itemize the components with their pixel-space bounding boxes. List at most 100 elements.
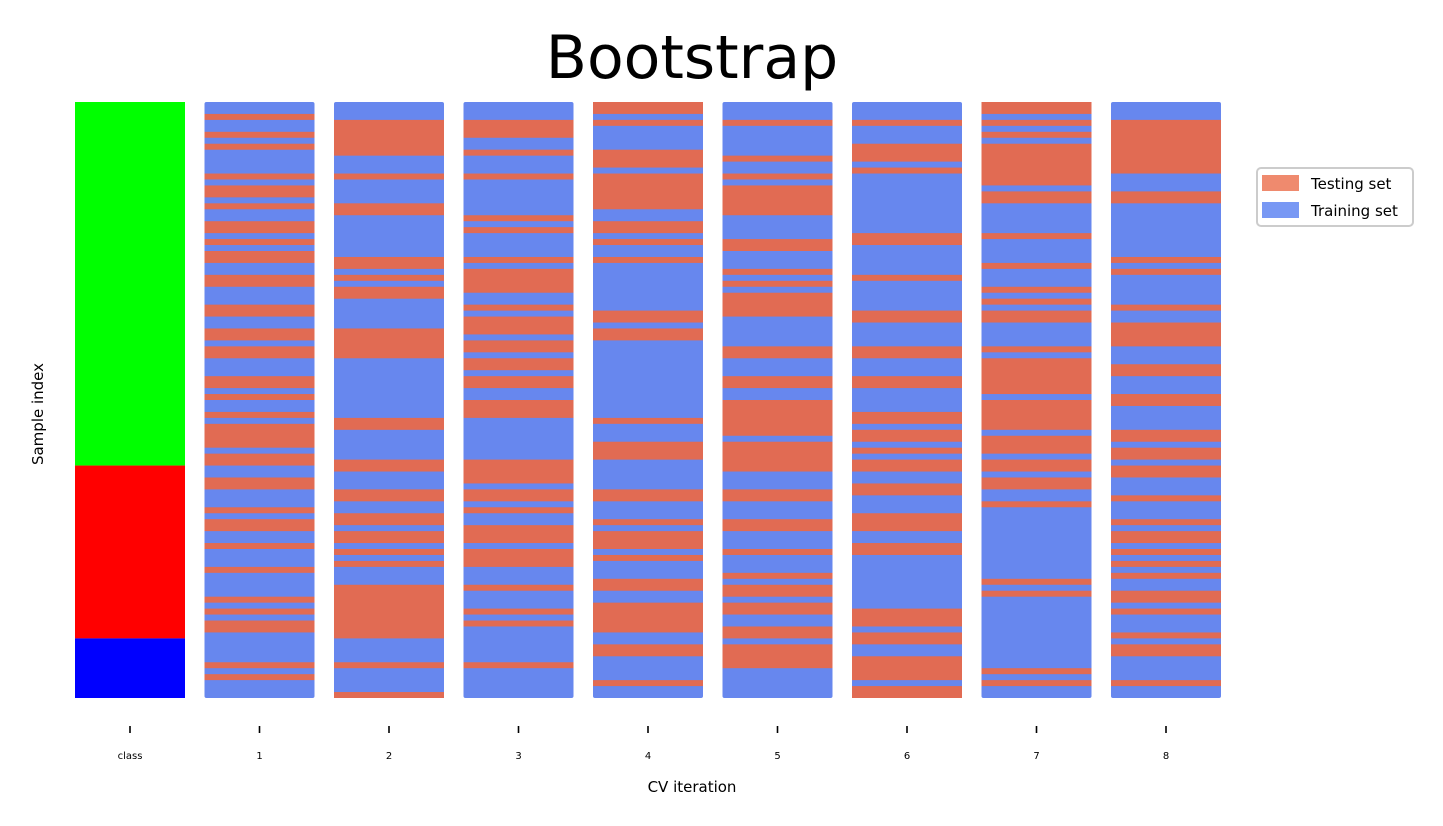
testing-band — [722, 268, 833, 275]
x-tick-label: 2 — [386, 751, 392, 762]
x-tick-label: 7 — [1033, 751, 1039, 762]
class-segment-2 — [75, 638, 185, 698]
testing-band — [204, 674, 315, 681]
testing-band — [204, 239, 315, 246]
testing-band — [852, 459, 962, 472]
testing-band — [204, 376, 315, 389]
class-segment-1 — [75, 465, 185, 639]
testing-band — [593, 489, 703, 502]
testing-band — [463, 173, 574, 180]
x-tick-label: 1 — [256, 751, 262, 762]
testing-band — [204, 477, 315, 490]
plot-area — [75, 102, 1221, 698]
testing-band — [1111, 364, 1221, 377]
testing-band — [463, 525, 574, 544]
testing-band — [334, 274, 444, 281]
testing-band — [981, 298, 1092, 305]
testing-band — [593, 417, 703, 424]
legend-swatch-training — [1262, 202, 1299, 218]
testing-band — [463, 459, 574, 484]
testing-band — [852, 656, 962, 681]
testing-band — [1111, 394, 1221, 406]
testing-band — [852, 310, 962, 323]
testing-band — [981, 191, 1092, 204]
testing-band — [204, 519, 315, 532]
testing-band — [852, 632, 962, 645]
testing-band — [852, 167, 962, 174]
testing-band — [463, 608, 574, 615]
testing-band — [204, 453, 315, 466]
testing-band — [593, 441, 703, 460]
testing-band — [722, 602, 833, 615]
testing-band — [852, 119, 962, 126]
testing-band — [852, 608, 962, 627]
testing-band — [981, 477, 1092, 490]
testing-band — [334, 584, 444, 639]
testing-band — [981, 119, 1092, 126]
testing-band — [981, 262, 1092, 269]
testing-band — [722, 292, 833, 317]
testing-band — [204, 566, 315, 573]
testing-band — [593, 644, 703, 657]
testing-band — [1111, 632, 1221, 639]
testing-band — [204, 251, 315, 263]
testing-band — [722, 173, 833, 180]
testing-band — [852, 429, 962, 442]
testing-band — [334, 560, 444, 567]
testing-band — [722, 519, 833, 532]
testing-band — [1111, 519, 1221, 526]
testing-band — [1111, 256, 1221, 263]
testing-band — [981, 358, 1092, 395]
testing-band — [463, 340, 574, 353]
x-tick-label: 5 — [774, 751, 780, 762]
testing-band — [981, 310, 1092, 323]
testing-band — [334, 328, 444, 359]
testing-band — [593, 310, 703, 323]
testing-band — [852, 346, 962, 359]
testing-band — [334, 489, 444, 502]
testing-band — [722, 572, 833, 579]
testing-band — [722, 346, 833, 359]
testing-band — [463, 304, 574, 311]
testing-band — [852, 274, 962, 281]
class-segment-0 — [75, 102, 185, 466]
x-axis-ticks: class 1 2 3 4 5 6 7 8 — [118, 726, 1169, 762]
testing-band — [1111, 608, 1221, 615]
testing-band — [463, 256, 574, 263]
testing-band — [593, 602, 703, 633]
testing-band — [463, 227, 574, 234]
legend-swatch-testing — [1262, 175, 1299, 191]
x-tick-label: 8 — [1163, 751, 1169, 762]
testing-band — [334, 459, 444, 472]
testing-band — [722, 626, 833, 639]
testing-band — [204, 423, 315, 448]
cv-column-3 — [463, 102, 574, 698]
testing-band — [463, 268, 574, 293]
x-tick-label: 3 — [515, 751, 521, 762]
testing-band — [852, 376, 962, 389]
testing-band — [204, 411, 315, 418]
testing-band — [1111, 680, 1221, 687]
testing-band — [1111, 531, 1221, 544]
testing-band — [1111, 447, 1221, 460]
testing-band — [722, 119, 833, 126]
testing-band — [334, 286, 444, 299]
testing-band — [204, 173, 315, 180]
cv-column-8 — [1111, 102, 1221, 698]
testing-band — [1111, 429, 1221, 442]
cv-column-6 — [852, 102, 962, 698]
testing-band — [852, 543, 962, 555]
x-tick-label: 4 — [645, 751, 651, 762]
testing-band — [463, 149, 574, 156]
testing-band — [463, 549, 574, 567]
testing-band — [334, 256, 444, 269]
testing-band — [463, 316, 574, 335]
testing-band — [722, 549, 833, 555]
testing-band — [722, 185, 833, 216]
testing-band — [204, 346, 315, 359]
testing-band — [722, 376, 833, 389]
testing-band — [1111, 119, 1221, 174]
testing-band — [722, 644, 833, 669]
legend-label-training: Training set — [1310, 202, 1398, 220]
